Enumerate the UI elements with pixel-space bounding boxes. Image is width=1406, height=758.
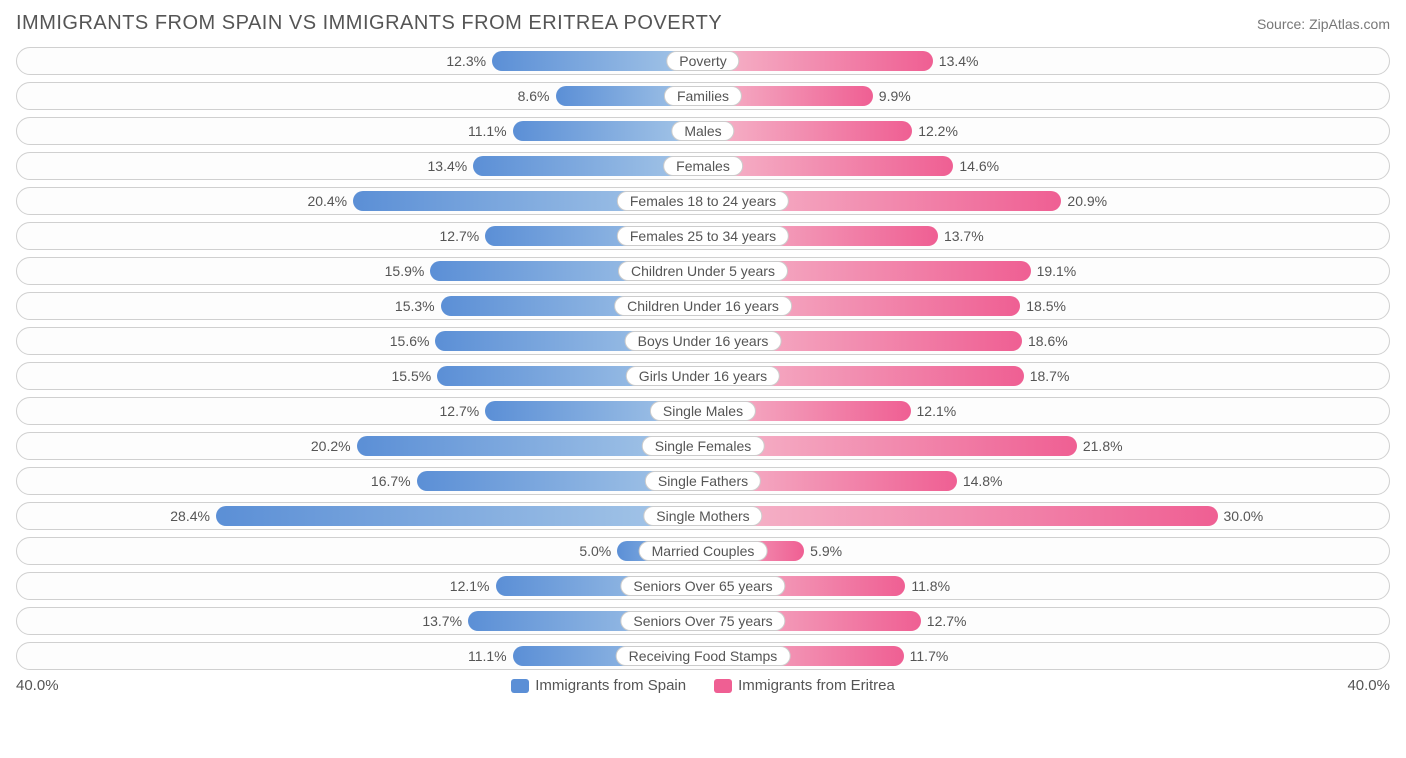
value-label-left: 13.7% <box>422 613 462 629</box>
category-label: Seniors Over 75 years <box>620 611 785 631</box>
category-label: Children Under 5 years <box>618 261 788 281</box>
chart-row: 11.1% 12.2% Males <box>16 117 1390 145</box>
category-label: Single Mothers <box>643 506 762 526</box>
value-label-right: 12.7% <box>927 613 967 629</box>
category-label: Single Fathers <box>645 471 761 491</box>
axis-max-left: 40.0% <box>16 677 59 694</box>
value-label-left: 28.4% <box>170 508 210 524</box>
chart-row: 12.7% 12.1% Single Males <box>16 397 1390 425</box>
chart-row: 28.4% 30.0% Single Mothers <box>16 502 1390 530</box>
value-label-left: 12.3% <box>446 53 486 69</box>
value-label-left: 8.6% <box>518 88 550 104</box>
value-label-left: 15.5% <box>391 368 431 384</box>
bar-right <box>703 506 1218 526</box>
category-label: Poverty <box>666 51 739 71</box>
category-label: Girls Under 16 years <box>626 366 780 386</box>
value-label-left: 20.2% <box>311 438 351 454</box>
value-label-right: 21.8% <box>1083 438 1123 454</box>
legend-item-eritrea: Immigrants from Eritrea <box>714 677 895 694</box>
value-label-left: 15.6% <box>390 333 430 349</box>
value-label-right: 5.9% <box>810 543 842 559</box>
chart-row: 15.5% 18.7% Girls Under 16 years <box>16 362 1390 390</box>
legend-label-eritrea: Immigrants from Eritrea <box>738 677 895 694</box>
value-label-left: 11.1% <box>468 648 507 664</box>
value-label-right: 19.1% <box>1037 263 1077 279</box>
legend-swatch-eritrea <box>714 679 732 693</box>
value-label-left: 12.7% <box>440 403 480 419</box>
category-label: Females 18 to 24 years <box>617 191 789 211</box>
chart-row: 12.3% 13.4% Poverty <box>16 47 1390 75</box>
value-label-left: 15.3% <box>395 298 435 314</box>
value-label-left: 15.9% <box>385 263 425 279</box>
value-label-right: 14.8% <box>963 473 1003 489</box>
category-label: Single Males <box>650 401 756 421</box>
chart-row: 13.4% 14.6% Females <box>16 152 1390 180</box>
category-label: Females 25 to 34 years <box>617 226 789 246</box>
bar-left <box>216 506 703 526</box>
chart-row: 12.1% 11.8% Seniors Over 65 years <box>16 572 1390 600</box>
legend: Immigrants from Spain Immigrants from Er… <box>511 677 895 694</box>
category-label: Females <box>663 156 743 176</box>
category-label: Receiving Food Stamps <box>616 646 791 666</box>
value-label-right: 30.0% <box>1224 508 1264 524</box>
value-label-left: 12.1% <box>450 578 490 594</box>
chart-source: Source: ZipAtlas.com <box>1257 16 1390 32</box>
chart-row: 13.7% 12.7% Seniors Over 75 years <box>16 607 1390 635</box>
value-label-right: 9.9% <box>879 88 911 104</box>
axis-max-right: 40.0% <box>1347 677 1390 694</box>
chart-row: 15.6% 18.6% Boys Under 16 years <box>16 327 1390 355</box>
category-label: Married Couples <box>639 541 768 561</box>
value-label-right: 11.7% <box>910 648 949 664</box>
category-label: Seniors Over 65 years <box>620 576 785 596</box>
value-label-right: 11.8% <box>911 578 950 594</box>
chart-row: 20.4% 20.9% Females 18 to 24 years <box>16 187 1390 215</box>
value-label-left: 16.7% <box>371 473 411 489</box>
value-label-right: 14.6% <box>959 158 999 174</box>
chart-row: 12.7% 13.7% Females 25 to 34 years <box>16 222 1390 250</box>
category-label: Males <box>671 121 734 141</box>
chart-row: 15.3% 18.5% Children Under 16 years <box>16 292 1390 320</box>
chart-row: 15.9% 19.1% Children Under 5 years <box>16 257 1390 285</box>
legend-swatch-spain <box>511 679 529 693</box>
legend-item-spain: Immigrants from Spain <box>511 677 686 694</box>
chart-footer: 40.0% Immigrants from Spain Immigrants f… <box>16 677 1390 694</box>
value-label-right: 18.7% <box>1030 368 1070 384</box>
category-label: Single Females <box>642 436 765 456</box>
value-label-right: 18.5% <box>1026 298 1066 314</box>
value-label-right: 13.4% <box>939 53 979 69</box>
value-label-right: 13.7% <box>944 228 984 244</box>
value-label-right: 18.6% <box>1028 333 1068 349</box>
chart-row: 11.1% 11.7% Receiving Food Stamps <box>16 642 1390 670</box>
chart-row: 20.2% 21.8% Single Females <box>16 432 1390 460</box>
value-label-right: 20.9% <box>1067 193 1107 209</box>
value-label-left: 20.4% <box>307 193 347 209</box>
value-label-left: 5.0% <box>579 543 611 559</box>
chart-title: IMMIGRANTS FROM SPAIN VS IMMIGRANTS FROM… <box>16 12 722 35</box>
value-label-left: 12.7% <box>440 228 480 244</box>
diverging-bar-chart: 12.3% 13.4% Poverty 8.6% 9.9% Families 11.1% 12… <box>16 47 1390 670</box>
value-label-right: 12.2% <box>918 123 958 139</box>
chart-header: IMMIGRANTS FROM SPAIN VS IMMIGRANTS FROM… <box>16 12 1390 35</box>
value-label-left: 11.1% <box>468 123 507 139</box>
category-label: Boys Under 16 years <box>625 331 782 351</box>
value-label-left: 13.4% <box>428 158 468 174</box>
chart-row: 16.7% 14.8% Single Fathers <box>16 467 1390 495</box>
category-label: Children Under 16 years <box>614 296 792 316</box>
bar-right <box>703 121 912 141</box>
category-label: Families <box>664 86 742 106</box>
legend-label-spain: Immigrants from Spain <box>535 677 686 694</box>
value-label-right: 12.1% <box>917 403 957 419</box>
chart-row: 8.6% 9.9% Families <box>16 82 1390 110</box>
chart-row: 5.0% 5.9% Married Couples <box>16 537 1390 565</box>
